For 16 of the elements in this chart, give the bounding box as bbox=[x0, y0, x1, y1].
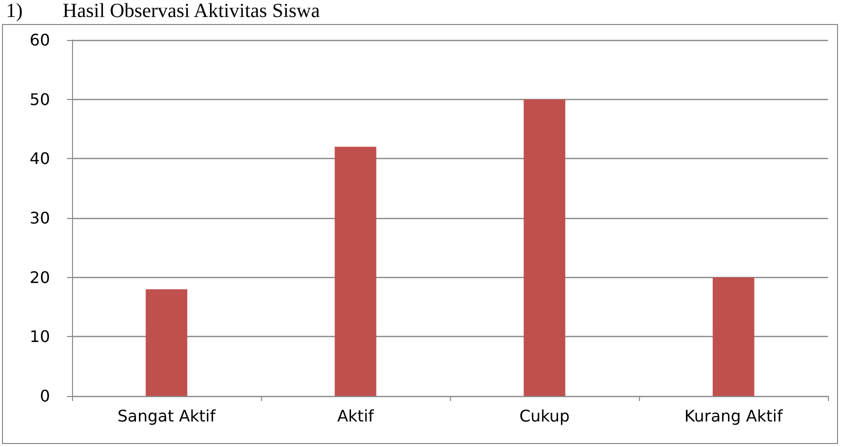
y-tick-label: 50 bbox=[30, 90, 50, 109]
x-tick-label: Sangat Aktif bbox=[118, 406, 216, 426]
y-tick-label: 10 bbox=[30, 327, 50, 346]
bar bbox=[524, 99, 566, 396]
bar bbox=[146, 289, 188, 396]
y-tick-label: 30 bbox=[30, 208, 50, 228]
bar bbox=[712, 277, 754, 396]
y-tick-label: 0 bbox=[40, 386, 50, 406]
x-tick-label: Cukup bbox=[519, 406, 570, 426]
x-tick-label: Kurang Aktif bbox=[684, 406, 783, 426]
y-tick-label: 20 bbox=[30, 268, 50, 287]
y-tick-label: 60 bbox=[30, 30, 50, 50]
chart-title: 1) Hasil Observasi Aktivitas Siswa bbox=[6, 0, 320, 22]
x-tick-label: Aktif bbox=[337, 406, 374, 426]
bar bbox=[334, 146, 376, 396]
y-tick-label: 40 bbox=[30, 149, 50, 168]
